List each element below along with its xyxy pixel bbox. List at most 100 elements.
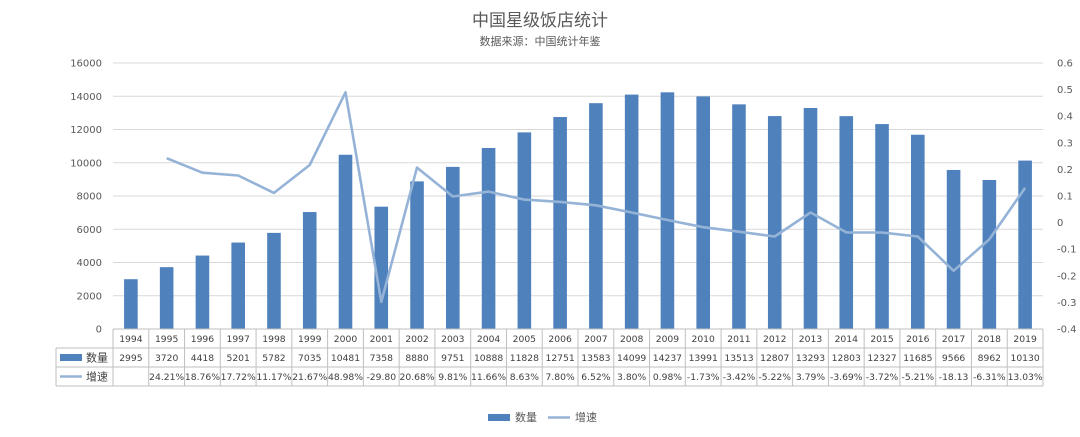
y-right-tick-label: 0.1	[1057, 192, 1073, 203]
x-tick-label: 2010	[691, 334, 715, 345]
data-label: 8.63%	[510, 372, 539, 383]
data-label: 14237	[653, 353, 682, 364]
data-label: -18.13	[939, 372, 969, 383]
data-label: 13583	[581, 353, 610, 364]
x-tick-label: 1997	[226, 334, 250, 345]
data-label: 17.72%	[221, 372, 256, 383]
y-left-tick-label: 14000	[70, 92, 102, 103]
y-right-tick-label: 0.2	[1057, 165, 1073, 176]
x-tick-label: 2009	[656, 334, 680, 345]
data-label: 9.81%	[438, 372, 467, 383]
bar	[446, 166, 460, 329]
bar	[338, 154, 353, 329]
x-tick-label: 2017	[942, 334, 966, 345]
data-label: 13293	[796, 353, 825, 364]
bar	[660, 92, 675, 329]
x-tick-label: 2018	[978, 334, 1002, 345]
bar	[732, 104, 746, 329]
bar	[946, 169, 961, 329]
bar	[553, 117, 567, 330]
bar	[803, 108, 818, 329]
y-right-tick-label: 0.3	[1057, 138, 1073, 149]
data-label: -29.80	[366, 372, 396, 383]
x-tick-label: 2005	[513, 334, 537, 345]
table-row-label: 增速	[86, 370, 108, 384]
bar	[982, 180, 997, 329]
data-label: 24.21%	[149, 372, 184, 383]
data-label: 12807	[760, 353, 789, 364]
y-left-tick-label: 4000	[77, 258, 102, 269]
legend-entry: 增速	[575, 410, 597, 424]
x-tick-label: 2003	[441, 334, 465, 345]
data-label: 5782	[262, 353, 285, 364]
data-label: 2995	[119, 353, 143, 364]
y-left-tick-label: 16000	[70, 59, 102, 70]
data-label: 13991	[689, 353, 718, 364]
x-tick-label: 1998	[262, 334, 286, 345]
x-tick-label: 2004	[477, 334, 501, 345]
data-label: 18.76%	[185, 372, 220, 383]
y-left-tick-label: 10000	[70, 158, 102, 169]
bar	[159, 267, 174, 329]
data-label: 9751	[441, 353, 464, 364]
y-right-tick-label: 0	[1057, 218, 1063, 229]
x-tick-label: 2000	[334, 334, 358, 345]
bar	[839, 116, 854, 330]
data-label: -6.31%	[973, 372, 1006, 383]
series-line-growth	[166, 91, 1027, 304]
data-label: 6.52%	[581, 372, 610, 383]
data-label: 7358	[370, 353, 394, 364]
data-label: -3.72%	[866, 372, 899, 383]
data-label: 8880	[405, 353, 429, 364]
x-tick-label: 2014	[835, 334, 859, 345]
x-tick-label: 1994	[119, 334, 143, 345]
data-label: -5.21%	[902, 372, 935, 383]
x-tick-label: 2002	[405, 334, 428, 345]
y-left-tick-label: 0	[96, 325, 102, 336]
bar	[410, 181, 424, 329]
bar	[696, 96, 710, 329]
bar	[195, 255, 210, 329]
data-label: 11685	[903, 353, 932, 364]
bar	[767, 116, 782, 330]
x-tick-label: 2007	[584, 334, 608, 345]
bar	[589, 103, 603, 330]
bar	[267, 232, 281, 329]
y-right-tick-label: 0.4	[1057, 112, 1073, 123]
bar	[374, 206, 389, 329]
data-label: 3.79%	[796, 372, 825, 383]
data-label: 12327	[867, 353, 896, 364]
data-label: 48.98%	[328, 372, 363, 383]
data-label: -1.73%	[687, 372, 720, 383]
table-legend-key-bars	[60, 354, 82, 361]
x-tick-label: 2019	[1013, 334, 1037, 345]
x-tick-label: 1999	[298, 334, 322, 345]
data-label: 10481	[331, 353, 360, 364]
x-tick-label: 2001	[370, 334, 393, 345]
chart-title: 中国星级饭店统计	[472, 11, 608, 31]
data-label: -3.42%	[723, 372, 756, 383]
x-tick-label: 1996	[191, 334, 215, 345]
data-label: 3.80%	[617, 372, 646, 383]
data-label: 13513	[724, 353, 753, 364]
y-left-tick-label: 2000	[77, 291, 102, 302]
data-label: 11.17%	[256, 372, 291, 383]
data-label: 0.98%	[653, 372, 682, 383]
x-tick-label: 2006	[548, 334, 572, 345]
data-label: 11.66%	[471, 372, 506, 383]
bar	[481, 147, 496, 329]
x-tick-label: 2016	[906, 334, 930, 345]
legend-key-bars	[488, 414, 510, 421]
y-left-tick-label: 6000	[77, 225, 102, 236]
data-label: 21.67%	[292, 372, 327, 383]
data-label: 4418	[191, 353, 215, 364]
data-label: 3720	[155, 353, 179, 364]
data-label: 5201	[226, 353, 249, 364]
data-label: -5.22%	[758, 372, 791, 383]
data-label: 13.03%	[1008, 372, 1043, 383]
bar	[911, 134, 925, 329]
data-label: 12803	[832, 353, 861, 364]
table-row-label: 数量	[86, 352, 108, 365]
